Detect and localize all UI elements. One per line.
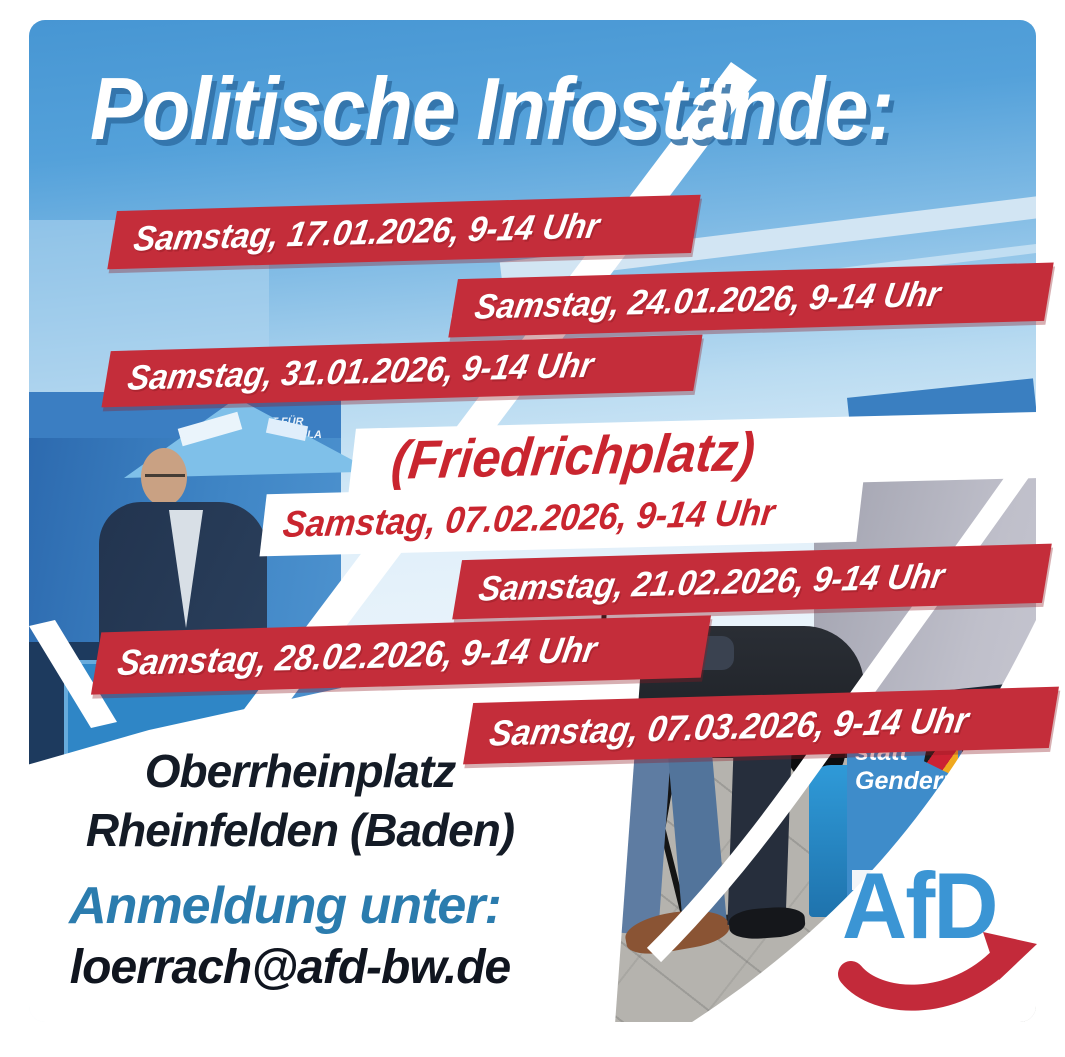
registration-label: Anmeldung unter: (69, 877, 502, 935)
person-head (141, 448, 187, 506)
person-glasses (145, 474, 185, 484)
afd-logo-text: AfD (842, 853, 999, 958)
afd-logo-arrow-icon (838, 932, 1037, 1011)
location-text: Oberrheinplatz Rheinfelden (Baden) (85, 745, 515, 856)
page-title: Politische Infostände: (90, 59, 894, 158)
registration-email: loerrach@afd-bw.de (69, 941, 511, 994)
